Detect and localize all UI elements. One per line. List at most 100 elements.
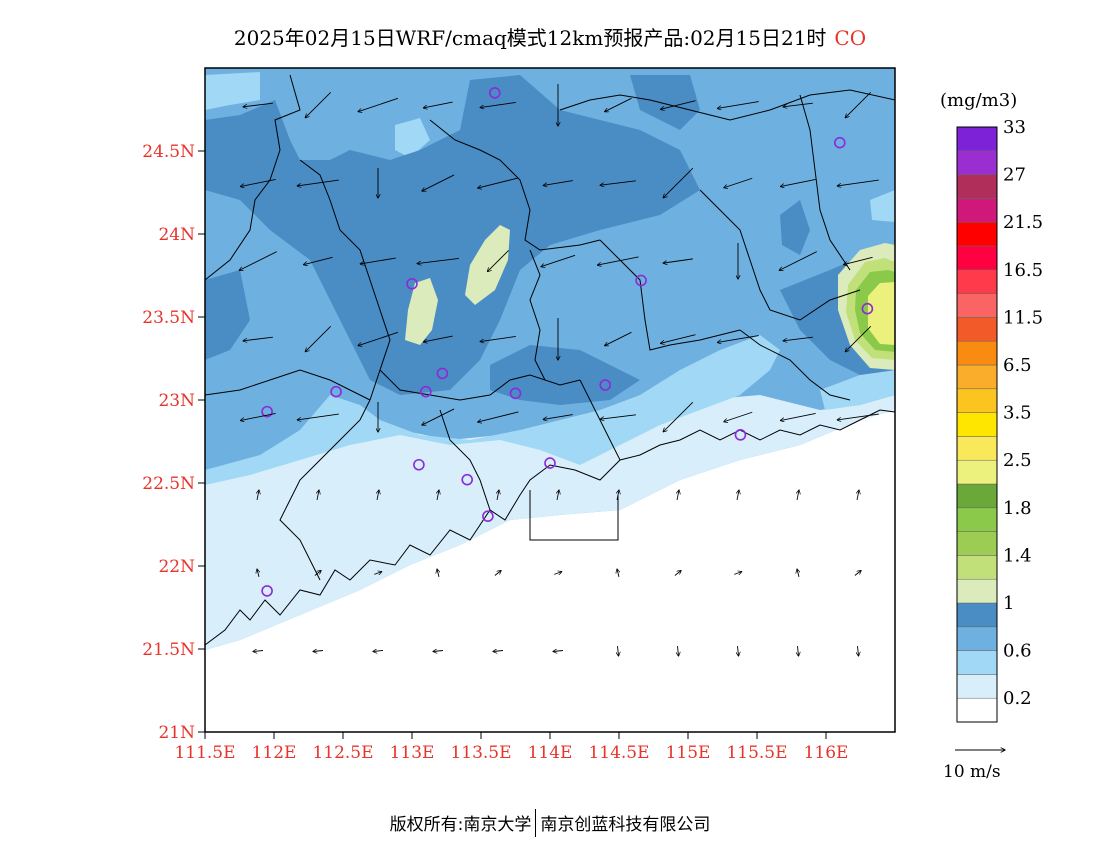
colorbar-swatch: [956, 126, 998, 152]
field-level-4a: [405, 278, 438, 345]
admin-line-3: [429, 119, 601, 251]
wind-vector: [358, 331, 399, 345]
wind-vector: [724, 411, 753, 421]
colorbar-swatch: [956, 174, 998, 199]
coastline: [205, 409, 895, 646]
station-marker: [261, 405, 273, 418]
wind-vectors: [239, 84, 879, 656]
admin-line-4: [529, 249, 546, 381]
hk-box: [529, 490, 619, 541]
colorbar-label: 21.5: [1003, 212, 1043, 233]
wind-vector: [240, 179, 276, 186]
wind-vector: [797, 569, 799, 577]
colorbar-label: 0.2: [1003, 688, 1032, 709]
wind-vector: [798, 645, 799, 656]
station-marker: [482, 510, 494, 523]
lat-tick-label: 23N: [158, 391, 195, 411]
wind-vector: [374, 572, 382, 575]
field-level-2d: [870, 190, 895, 222]
lon-tick-label: 115.5E: [726, 743, 787, 763]
wind-vector: [858, 645, 859, 656]
wind-vector: [317, 490, 319, 500]
colorbar-label: 3.5: [1003, 403, 1032, 424]
field-level-3: [205, 75, 700, 395]
wind-vector: [734, 572, 742, 575]
wind-vector: [314, 571, 321, 576]
wind-vector: [480, 336, 516, 341]
wind-vector: [541, 254, 576, 266]
lon-tick-label: 114E: [528, 743, 573, 763]
station-marker: [599, 379, 612, 391]
wind-vector: [618, 645, 619, 656]
wind-vector: [437, 569, 439, 577]
colorbar-swatch: [956, 317, 998, 342]
field-level-2c: [395, 118, 430, 158]
station-marker: [488, 87, 501, 99]
colorbar-label: 16.5: [1003, 260, 1043, 281]
admin-line-5: [599, 239, 741, 351]
station-marker: [261, 585, 273, 597]
wind-vector: [600, 180, 636, 185]
lat-tick-label: 22N: [158, 557, 195, 577]
wind-vector: [605, 97, 632, 111]
lon-tick-label: 114.5E: [588, 743, 649, 763]
wind-vector: [303, 256, 333, 264]
colorbar-swatch: [956, 507, 998, 532]
colorbar-label: 11.5: [1003, 307, 1043, 328]
wind-vector: [497, 490, 499, 500]
lon-tick-label: 113.5E: [450, 743, 511, 763]
station-marker: [436, 367, 449, 380]
colorbar-unit: (mg/m3): [940, 90, 1018, 111]
wind-vector: [253, 651, 264, 652]
wind-vector: [663, 401, 694, 432]
admin-line-7: [559, 89, 895, 121]
colorbar-label: 0.6: [1003, 641, 1032, 662]
lat-tick-label: 22.5N: [142, 474, 195, 494]
lat-tick-label: 23.5N: [142, 308, 195, 328]
wind-vector: [674, 571, 681, 576]
wind-vector: [478, 177, 519, 188]
station-marker: [419, 385, 432, 398]
wind-vector: [422, 408, 455, 425]
longitude-axis: 111.5E 112E 112.5E 113E 113.5E 114E 114.5E 115E…: [174, 732, 848, 763]
field-level-2b: [205, 72, 260, 110]
colorbar-label: 1.4: [1003, 545, 1032, 566]
station-marker: [833, 136, 846, 149]
wind-vector: [257, 490, 259, 500]
wind-vector: [554, 572, 562, 575]
lat-tick-label: 24.5N: [142, 142, 195, 162]
wind-vector: [313, 651, 324, 652]
colorbar-label: 1.8: [1003, 498, 1032, 519]
wind-vector: [417, 257, 459, 263]
admin-line-9: [279, 399, 371, 581]
wind-vector: [717, 335, 759, 343]
boundary-lines: [205, 74, 895, 646]
wind-vector: [783, 336, 813, 341]
wind-vector: [605, 331, 632, 345]
colorbar-swatch: [956, 436, 998, 461]
wind-vector: [493, 651, 504, 652]
station-marker: [734, 429, 747, 441]
wind-vector: [257, 569, 259, 577]
wind-vector: [305, 91, 332, 117]
wind-vector: [494, 571, 501, 576]
title-text: 2025年02月15日WRF/cmaq模式12km预报产品:02月15日21时: [233, 26, 827, 50]
station-marker: [461, 473, 474, 486]
wind-vector: [738, 645, 739, 656]
wind-vector: [780, 179, 816, 186]
admin-line-6: [699, 189, 861, 321]
wind-vector: [663, 167, 694, 198]
colorbar-label: 27: [1003, 165, 1026, 186]
wind-vector: [360, 257, 396, 264]
field-level-1: [205, 395, 895, 650]
station-marker: [544, 457, 556, 469]
field-level-3f: [205, 270, 250, 360]
wind-vector: [543, 180, 573, 186]
wind-vector: [437, 490, 439, 500]
wind-vector: [543, 414, 573, 420]
colorbar-label: 1: [1003, 593, 1014, 614]
colorbar-swatch: [956, 412, 998, 437]
admin-line-14: [799, 94, 851, 271]
lat-tick-label: 24N: [158, 225, 195, 245]
colorbar-swatch: [956, 555, 998, 580]
